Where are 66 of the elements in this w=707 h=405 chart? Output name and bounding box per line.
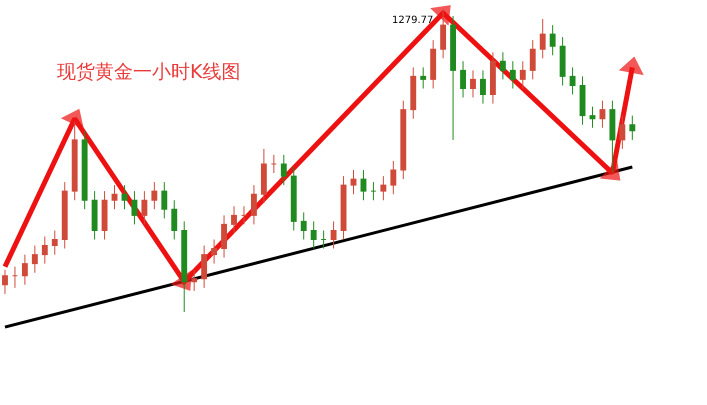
candlestick [250, 184, 257, 225]
candlestick [92, 190, 98, 240]
candlestick [460, 60, 466, 98]
candlestick [122, 184, 128, 210]
candlestick [320, 230, 327, 250]
candlestick [629, 115, 636, 140]
candlestick [151, 182, 158, 210]
candlestick [72, 121, 78, 201]
candlestick [510, 60, 516, 89]
text: 现货黄金一小时K线图 [57, 61, 240, 83]
candlestick [350, 170, 356, 195]
candlestick [161, 182, 168, 219]
candlestick [102, 190, 108, 240]
candlestick [420, 66, 426, 89]
candlestick [260, 148, 267, 204]
candlestick [270, 154, 277, 174]
candlestick [560, 36, 566, 86]
candlestick [141, 190, 148, 225]
candlestick [22, 254, 28, 286]
candlestick [12, 266, 18, 288]
candlestick [380, 176, 386, 201]
candlestick [62, 182, 68, 250]
candlestick [191, 269, 198, 292]
candlestick [430, 40, 436, 89]
candlestick [32, 245, 38, 274]
candlestick [520, 60, 526, 89]
candlestick [550, 24, 556, 56]
candlestick [330, 220, 337, 250]
candlestick [2, 269, 8, 294]
candlestick [231, 206, 237, 234]
candlestick [600, 100, 606, 128]
candlestick [540, 18, 546, 59]
candlestick [201, 245, 208, 288]
candlestick [42, 236, 48, 264]
candlestick [310, 220, 317, 250]
candlestick [300, 212, 307, 240]
candlestick [490, 52, 496, 104]
candlestick [400, 100, 406, 180]
candlestick [221, 214, 227, 258]
candlestick [171, 200, 178, 240]
annotation: 1279.77 [392, 15, 434, 26]
candlestick [609, 100, 616, 174]
candlestick [480, 70, 486, 104]
candlestick [590, 106, 596, 128]
candlestick [530, 40, 536, 80]
candlestick [619, 115, 626, 150]
candlestick [370, 182, 376, 201]
candlestick [211, 239, 218, 264]
candlestick [450, 16, 456, 140]
candlestick [112, 184, 118, 210]
candlestick [500, 52, 506, 80]
candlestick [82, 130, 88, 210]
candlestick [440, 9, 446, 59]
candlestick [290, 166, 297, 231]
candlestick [340, 176, 346, 240]
candlestick [580, 76, 586, 126]
candlestick [410, 66, 416, 120]
candlestick [570, 66, 576, 96]
candlestick [181, 220, 188, 312]
candlestick [280, 154, 287, 186]
candlestick [360, 170, 366, 201]
candlestick [470, 70, 476, 98]
candlestick [390, 160, 396, 195]
candlestick [52, 230, 58, 256]
candlestick [131, 190, 138, 225]
candlestick [241, 206, 247, 225]
